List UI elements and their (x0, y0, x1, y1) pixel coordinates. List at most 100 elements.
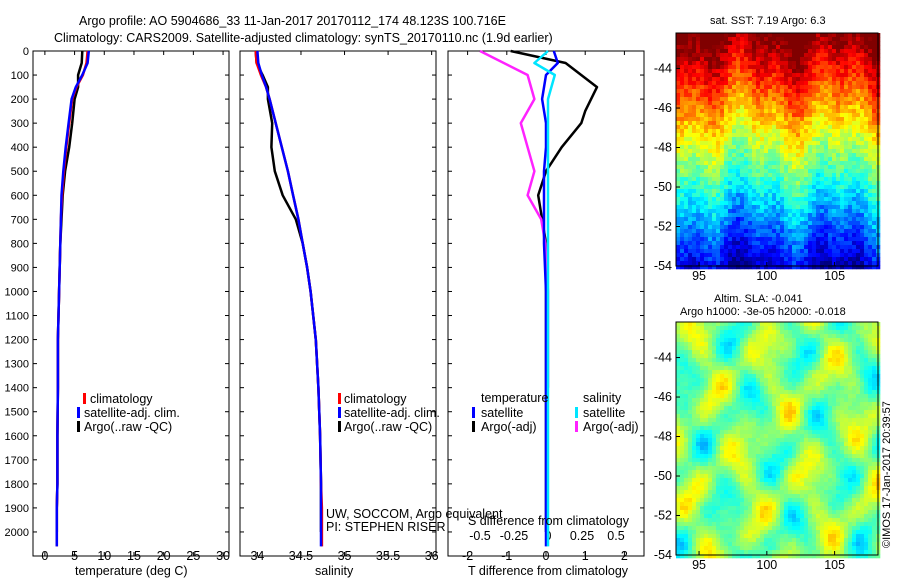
map-cell (856, 442, 861, 447)
map-cell (720, 414, 725, 419)
map-cell (756, 209, 761, 214)
map-cell (872, 69, 877, 74)
map-cell (836, 402, 841, 407)
map-cell (704, 157, 709, 162)
map-cell (784, 330, 789, 335)
map-cell (712, 370, 717, 375)
map-cell (816, 141, 821, 146)
map-cell (752, 418, 757, 423)
map-cell (800, 149, 805, 154)
map-cell (740, 225, 745, 230)
map-cell (852, 245, 857, 250)
map-cell (856, 450, 861, 455)
map-cell (744, 217, 749, 222)
map-cell (720, 73, 725, 78)
map-cell (756, 217, 761, 222)
map-cell (832, 205, 837, 210)
map-cell (716, 33, 721, 38)
map-cell (680, 374, 685, 379)
map-cell (860, 334, 865, 339)
map-cell (840, 261, 845, 266)
map-cell (840, 173, 845, 178)
map-cell (760, 41, 765, 46)
map-cell (692, 205, 697, 210)
map-cell (856, 193, 861, 198)
map-cell (804, 330, 809, 335)
map-cell (816, 442, 821, 447)
map-cell (696, 229, 701, 234)
map-cell (872, 261, 877, 266)
map-cell (844, 229, 849, 234)
map-cell (696, 73, 701, 78)
map-cell (816, 410, 821, 415)
map-cell (856, 326, 861, 331)
map-cell (792, 77, 797, 82)
map-cell (744, 197, 749, 202)
legend-swatch-t-satellite (472, 407, 475, 418)
map-cell (720, 422, 725, 427)
map-cell (684, 161, 689, 166)
map-cell (680, 330, 685, 335)
map-cell (692, 137, 697, 142)
temperature-lines (55, 50, 91, 547)
map-cell (856, 418, 861, 423)
map-cell (768, 73, 773, 78)
map-cell (856, 358, 861, 363)
map-cell (748, 221, 753, 226)
map-cell (840, 434, 845, 439)
map-cell (680, 418, 685, 423)
map-cell (724, 113, 729, 118)
map-cell (772, 37, 777, 42)
map-cell (832, 402, 837, 407)
map-cell (784, 153, 789, 158)
map-cell (852, 177, 857, 182)
map-cell (684, 137, 689, 142)
map-cell (844, 402, 849, 407)
map-cell (852, 41, 857, 46)
map-cell (808, 398, 813, 403)
map-cell (736, 113, 741, 118)
map-cell (724, 109, 729, 114)
map-cell (852, 394, 857, 399)
map-cell (748, 37, 753, 42)
map-cell (696, 101, 701, 106)
map-cell (728, 101, 733, 106)
map-cell (684, 398, 689, 403)
map-cell (772, 117, 777, 122)
map-cell (692, 430, 697, 435)
map-cell (712, 125, 717, 130)
map-cell (680, 101, 685, 106)
map-cell (748, 233, 753, 238)
map-cell (708, 326, 713, 331)
map-cell (768, 442, 773, 447)
map-cell (772, 41, 777, 46)
map-cell (752, 386, 757, 391)
map-cell (784, 430, 789, 435)
map-cell (688, 342, 693, 347)
map-cell (708, 129, 713, 134)
map-cell (752, 41, 757, 46)
map-cell (688, 237, 693, 242)
map-cell (792, 410, 797, 415)
map-cell (684, 69, 689, 74)
map-cell (700, 153, 705, 158)
map-cell (732, 33, 737, 38)
map-cell (732, 185, 737, 190)
map-cell (764, 217, 769, 222)
map-cell (708, 221, 713, 226)
map-cell (824, 149, 829, 154)
map-cell (732, 418, 737, 423)
map-cell (828, 410, 833, 415)
map-cell (832, 366, 837, 371)
map-cell (848, 125, 853, 130)
map-cell (712, 41, 717, 46)
map-cell (828, 346, 833, 351)
map-cell (768, 193, 773, 198)
map-cell (748, 257, 753, 262)
map-cell (700, 330, 705, 335)
map-cell (792, 233, 797, 238)
map-cell (740, 245, 745, 250)
map-cell (744, 149, 749, 154)
map-cell (832, 153, 837, 158)
map-cell (756, 149, 761, 154)
